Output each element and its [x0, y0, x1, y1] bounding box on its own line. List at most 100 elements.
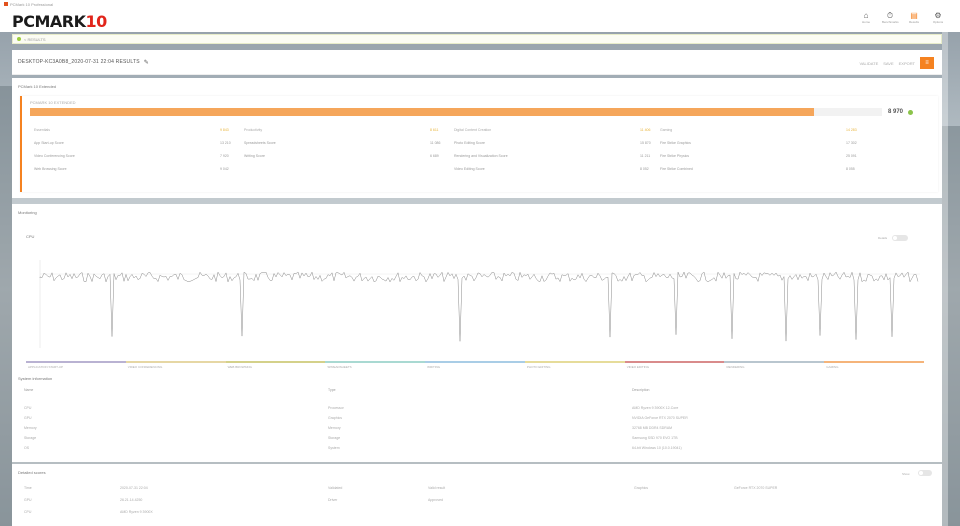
nav-options[interactable]: ⚙ Options: [930, 11, 946, 24]
table-cell: Memory: [328, 426, 341, 430]
edit-icon[interactable]: ✎: [143, 59, 149, 66]
table-cell: 64-bit Windows 10 (10.0.19041): [632, 446, 682, 450]
phase-bar: [325, 361, 426, 363]
monitoring-title: Monitoring: [18, 210, 37, 215]
table-cell: Storage: [24, 436, 37, 440]
header-nav: ⌂ Home ⏱ Benchmarks ▤ Results ⚙ Options: [858, 11, 946, 24]
details-toggle[interactable]: [892, 235, 908, 241]
subscore-label: Essentials: [34, 128, 50, 132]
subscore-value: 9 843: [220, 128, 229, 132]
subscore-label: Productivity: [244, 128, 263, 132]
score-bar-fill: [30, 108, 814, 116]
phase-label: VIDEO EDITING: [626, 365, 650, 369]
nav-results[interactable]: ▤ Results: [906, 11, 922, 24]
breadcrumb[interactable]: < RESULTS: [12, 34, 942, 44]
subscore-value: 8 055: [846, 167, 855, 171]
table-cell: NVIDIA GeForce RTX 2070 SUPER: [632, 416, 688, 420]
detail-cell: Validated: [328, 486, 343, 490]
subscore-label: Video Conferencing Score: [34, 154, 75, 158]
detail-cell: 2020-07-31 22:04: [120, 486, 148, 490]
detail-row: GPU 26.21.14.4250 Driver Approved: [12, 498, 942, 508]
metric-selector[interactable]: CPU: [26, 234, 35, 239]
table-cell: 32768 MB DDR4 SDRAM: [632, 426, 673, 430]
subscore-row: App Start-up Score 13 210 Spreadsheets Sco…: [34, 141, 864, 154]
score-bar: [30, 108, 882, 116]
subscore-row: Web Browsing Score 9 042 Video Editing Sco…: [34, 167, 864, 180]
score-panel: PCMark 10 Extended PCMARK 10 EXTENDED 8 …: [12, 78, 942, 198]
system-info-title: System information: [18, 376, 53, 381]
phase-label: VIDEO CONFERENCING: [127, 365, 163, 369]
table-cell: Storage: [328, 436, 341, 440]
detail-row: Time 2020-07-31 22:04 Validated Valid resul…: [12, 486, 942, 496]
subscore-value: 9 042: [220, 167, 229, 171]
table-row: Memory Memory 32768 MB DDR4 SDRAM: [12, 426, 942, 436]
phase-label: APPLICATION START-UP: [28, 365, 64, 369]
validate-button[interactable]: VALIDATE: [859, 60, 879, 66]
table-cell: Graphics: [328, 416, 343, 420]
toggle-knob: [893, 236, 897, 240]
subscore-value: 11 086: [430, 141, 441, 145]
phase-segment: WRITING: [425, 361, 525, 373]
subscore-label: Fire Strike Graphics: [660, 141, 691, 145]
subscore-value: 13 210: [220, 141, 231, 145]
nav-benchmarks[interactable]: ⏱ Benchmarks: [882, 11, 899, 24]
subscore-label: Writing Score: [244, 154, 265, 158]
detail-cell: Valid result: [428, 486, 446, 490]
table-cell: OS: [24, 446, 30, 450]
export-button[interactable]: EXPORT: [898, 60, 915, 66]
menu-button[interactable]: ≡: [920, 57, 934, 69]
subscore-value: 7 920: [220, 154, 229, 158]
table-cell: AMD Ryzen 9 3900X 12-Core: [632, 406, 679, 410]
table-cell: Samsung SSD 970 EVO 1TB: [632, 436, 678, 440]
subscore-label: Gaming: [660, 128, 673, 132]
table-cell: Processor: [328, 406, 344, 410]
result-name: DESKTOP-KC3A0B8_2020-07-31 22:04 RESULTS: [18, 59, 140, 65]
table-cell: System: [328, 446, 340, 450]
home-icon: ⌂: [863, 11, 869, 20]
subscore-value: 17 302: [846, 141, 857, 145]
details-show-toggle[interactable]: [918, 470, 932, 476]
details-show-label: Show: [902, 472, 910, 476]
benchmark-version: PCMARK 10 EXTENDED: [30, 100, 76, 105]
phase-label: GAMING: [826, 365, 839, 369]
subscore-value: 11 406: [640, 128, 651, 132]
detail-cell: 26.21.14.4250: [120, 498, 143, 502]
system-info-panel: System information Name Type Description…: [12, 370, 942, 462]
building: [0, 86, 12, 526]
subscore-group-row: Essentials 9 843 Productivity 8 611 Digital …: [34, 128, 864, 141]
phase-segment: APPLICATION START-UP: [26, 361, 126, 373]
app-icon: [4, 2, 8, 6]
phase-label: WEB BROWSING: [227, 365, 252, 369]
details-panel: Detailed scores Show Time 2020-07-31 22:0…: [12, 464, 942, 526]
content-area: < RESULTS DESKTOP-KC3A0B8_2020-07-31 22:…: [12, 32, 942, 526]
score-card: PCMARK 10 EXTENDED 8 970 Essentials 9 843…: [20, 96, 938, 192]
detail-cell: Approved: [428, 498, 443, 502]
nav-home[interactable]: ⌂ Home: [858, 11, 874, 24]
phase-bar: [624, 361, 725, 363]
phase-segment: PHOTO EDITING: [524, 361, 625, 373]
phase-bar: [26, 361, 126, 363]
subscore-value: 6 689: [430, 154, 439, 158]
app-header: PCMARK10 ⌂ Home ⏱ Benchmarks ▤ Results ⚙ Opt…: [0, 8, 960, 32]
detail-cell: Driver: [328, 498, 338, 502]
detail-cell: AMD Ryzen 9 3900X: [120, 510, 153, 514]
phase-bar: [425, 361, 525, 363]
subscore-label: Photo Editing Score: [454, 141, 485, 145]
table-header: Name Type Description: [24, 388, 650, 392]
phase-segment: GAMING: [824, 361, 925, 373]
table-row: Storage Storage Samsung SSD 970 EVO 1TB: [12, 436, 942, 446]
save-button[interactable]: SAVE: [883, 60, 894, 66]
cpu-trace-line: [39, 271, 919, 342]
phase-bar: [225, 361, 326, 363]
phase-bar: [824, 361, 925, 363]
phase-legend: APPLICATION START-UP VIDEO CONFERENCING WE…: [26, 361, 925, 373]
table-cell: Memory: [24, 426, 37, 430]
results-icon: ▤: [910, 11, 918, 20]
subscore-value: 11 211: [640, 154, 651, 158]
phase-segment: RENDERING: [724, 361, 825, 373]
detail-row: CPU AMD Ryzen 9 3900X: [12, 510, 942, 520]
subscore-label: Web Browsing Score: [34, 167, 67, 171]
table-row: CPU Processor AMD Ryzen 9 3900X 12-Core: [12, 406, 942, 416]
subscore-label: Fire Strike Combined: [660, 167, 693, 171]
table-cell: GPU: [24, 416, 32, 420]
